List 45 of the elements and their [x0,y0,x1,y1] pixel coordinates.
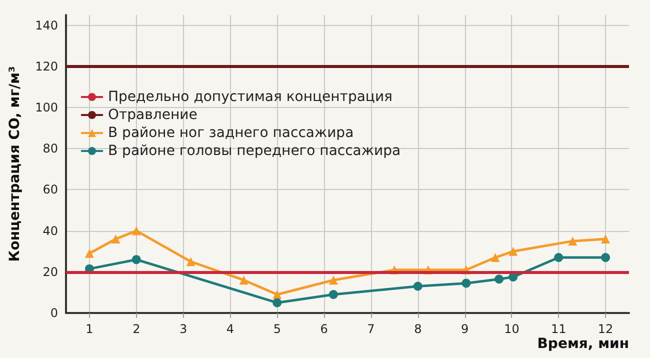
y-tick-label: 120 [35,59,58,74]
y-tick-label: 140 [35,18,58,32]
x-tick-label: 5 [273,322,281,336]
legend-label: В районе ног заднего пассажира [108,125,354,141]
legend-label: Предельно допустимая концентрация [108,89,392,105]
point [490,253,500,262]
point [508,246,518,256]
x-tick-label: 4 [226,322,234,336]
y-tick-label: 80 [42,142,58,156]
point [328,276,338,285]
point [84,248,94,258]
x-tick-label: 3 [179,322,188,336]
point [601,253,610,262]
point [132,255,141,264]
point [554,253,564,262]
point [328,290,338,299]
point [239,276,248,285]
point [111,234,120,244]
x-tick-label: 12 [598,322,614,336]
point [272,290,282,300]
point [568,236,578,246]
x-tick-label: 7 [367,322,375,336]
point [462,278,471,288]
y-axis-title: Концентрация CO, мг/м³ [7,66,23,262]
point [601,234,610,244]
y-tick-label: 100 [35,100,58,114]
x-tick-label: 6 [320,322,328,336]
y-tick-label: 60 [42,182,58,197]
point [413,282,422,291]
point [272,298,282,308]
x-tick-label: 9 [460,322,469,336]
x-tick-label: 2 [132,322,140,336]
y-tick-label: 0 [50,306,58,320]
x-tick-label: 8 [414,322,422,336]
legend-label: Отравление [108,107,198,123]
y-tick-label: 40 [42,224,58,238]
x-tick-label: 10 [504,322,520,336]
x-tick-label: 1 [86,322,94,336]
point [186,257,196,266]
point [132,226,141,236]
legend-label: В районе головы переднего пассажира [108,143,401,159]
y-tick-label: 20 [42,264,58,279]
point [494,274,504,284]
x-axis-title: Время, мин [537,336,629,352]
x-tick-label: 11 [550,322,566,336]
